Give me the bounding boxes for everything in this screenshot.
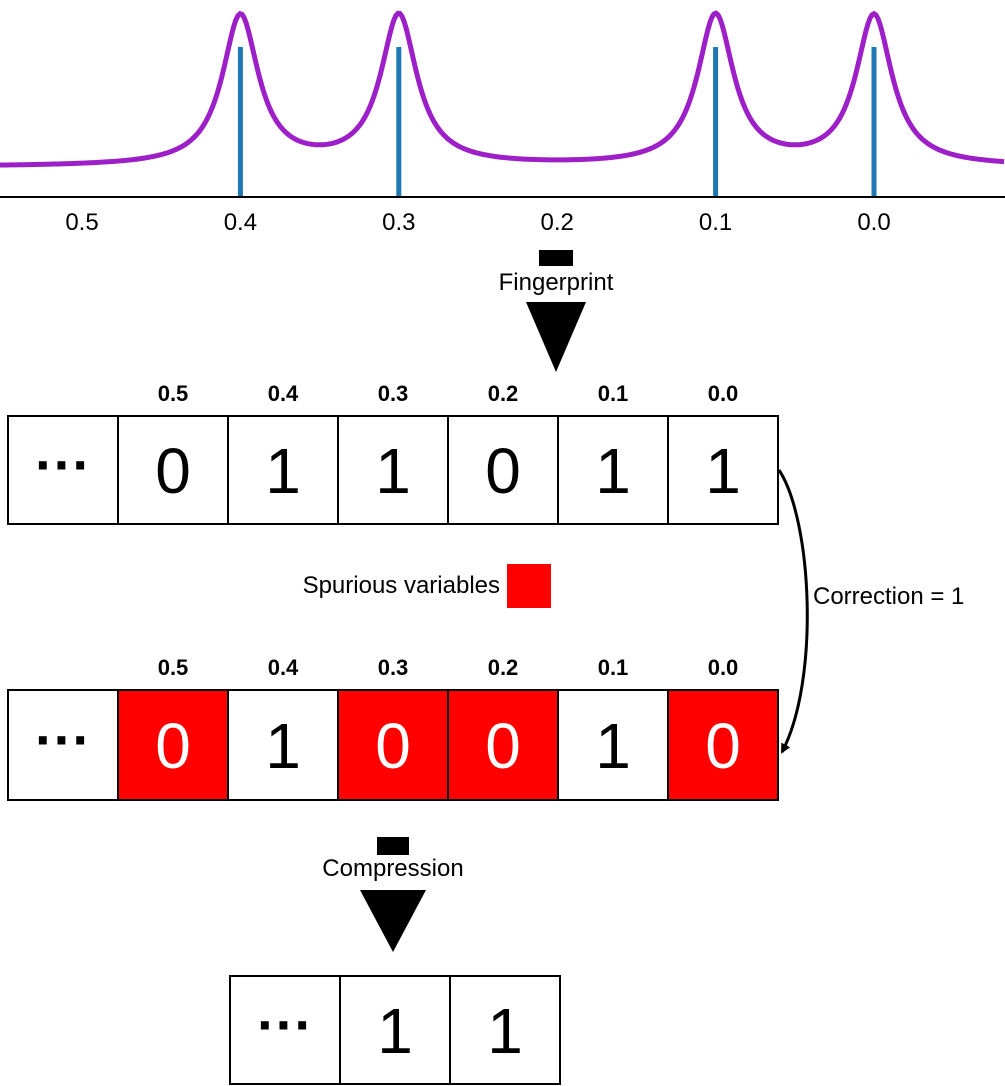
ellipsis-cell — [229, 975, 341, 1085]
axis-ticks: 0.5 0.4 0.3 0.2 0.1 0.0 — [65, 209, 890, 236]
axis-tick-label: 0.4 — [224, 209, 257, 236]
legend: Spurious variables — [303, 564, 551, 608]
axis-tick-label: 0.5 — [65, 209, 98, 236]
fingerprint-label: Fingerprint — [499, 269, 614, 296]
column-header: 0.3 — [378, 381, 409, 406]
column-header: 0.1 — [598, 655, 629, 680]
axis-tick-label: 0.3 — [382, 209, 415, 236]
bit-cell — [557, 689, 669, 801]
axis-tick-label: 0.2 — [541, 209, 574, 236]
correction-arrow: Correction = 1 — [777, 469, 964, 754]
ellipsis-text: ··· — [257, 993, 313, 1056]
bit-value: 1 — [595, 435, 631, 507]
ellipsis-text: ··· — [35, 433, 91, 496]
spurious-bit-cell — [667, 689, 779, 801]
compressed-row: ··· 1 1 — [229, 975, 561, 1085]
column-header: 0.4 — [268, 655, 299, 680]
spectrum-plot: 0.5 0.4 0.3 0.2 0.1 0.0 — [0, 10, 1005, 236]
bit-value: 0 — [155, 435, 191, 507]
bit-cell — [557, 415, 669, 525]
legend-swatch — [507, 564, 551, 608]
bit-cell — [449, 975, 561, 1085]
fingerprint-arrow: Fingerprint — [499, 250, 614, 372]
axis-tick-label: 0.0 — [857, 209, 890, 236]
column-header: 0.3 — [378, 655, 409, 680]
bit-value: 0 — [485, 710, 521, 782]
spurious-bit-cell — [117, 689, 229, 801]
bit-value: 0 — [705, 710, 741, 782]
column-header: 0.2 — [488, 381, 519, 406]
compression-label: Compression — [322, 855, 463, 882]
peak-lines — [237, 47, 877, 197]
bit-value: 1 — [487, 995, 523, 1067]
column-header: 0.5 — [158, 381, 189, 406]
bit-cell — [667, 415, 779, 525]
column-header: 0.0 — [708, 655, 739, 680]
column-header: 0.2 — [488, 655, 519, 680]
ellipsis-text: ··· — [35, 708, 91, 771]
bit-value: 1 — [705, 435, 741, 507]
column-header: 0.0 — [708, 381, 739, 406]
bit-value: 1 — [375, 435, 411, 507]
bit-value: 0 — [155, 710, 191, 782]
correction-label: Correction = 1 — [813, 583, 964, 610]
column-header: 0.1 — [598, 381, 629, 406]
bit-value: 1 — [265, 435, 301, 507]
bit-value: 1 — [377, 995, 413, 1067]
bit-value: 1 — [265, 710, 301, 782]
spurious-bit-cell — [337, 689, 449, 801]
corrected-row: ··· 0 0.5 1 0.4 0 0.3 0 0.2 1 0.1 0 0.0 — [7, 655, 779, 801]
axis-tick-label: 0.1 — [699, 209, 732, 236]
bit-cell — [339, 975, 451, 1085]
ellipsis-cell — [7, 415, 119, 525]
bit-value: 0 — [485, 435, 521, 507]
bit-value: 1 — [595, 710, 631, 782]
bit-value: 0 — [375, 710, 411, 782]
bit-cell — [227, 415, 339, 525]
fingerprint-row: ··· 0 0.5 1 0.4 1 0.3 0 0.2 1 0.1 1 0.0 — [7, 381, 779, 525]
bit-cell — [117, 415, 229, 525]
bit-cell — [447, 415, 559, 525]
column-header: 0.5 — [158, 655, 189, 680]
compression-arrow: Compression — [322, 837, 464, 952]
legend-label: Spurious variables — [303, 572, 500, 599]
column-header: 0.4 — [268, 381, 299, 406]
spectrum-curve — [0, 10, 1005, 168]
